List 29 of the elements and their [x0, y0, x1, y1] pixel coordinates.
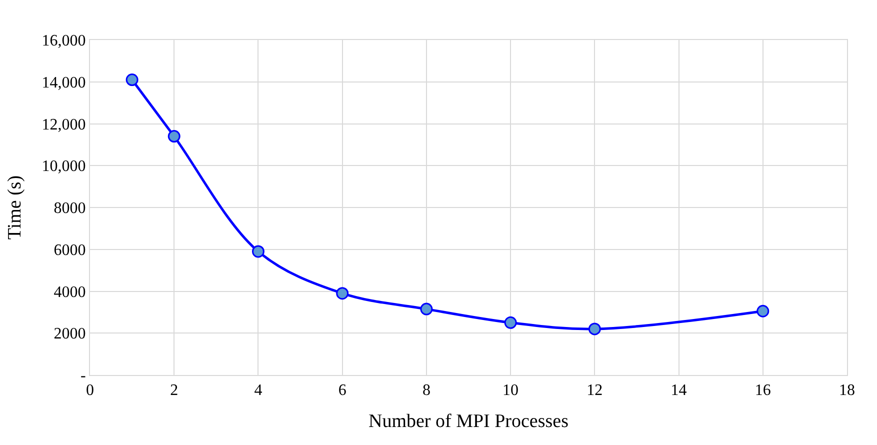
x-tick-label: 10	[502, 382, 519, 400]
point	[588, 322, 601, 336]
y-tick-label: 2000	[54, 326, 86, 343]
y-tick-label: 8000	[54, 200, 86, 218]
x-tick-label: 14	[670, 382, 687, 400]
x-tick-label: 6	[338, 382, 346, 400]
point	[336, 287, 349, 300]
y-axis-title: Time (s)	[4, 175, 26, 240]
x-tick-label: 2	[170, 382, 178, 400]
point	[756, 304, 770, 318]
x-tick-label: 8	[422, 382, 430, 400]
x-axis-title: Number of MPI Processes	[368, 411, 569, 432]
x-tick-label: 4	[254, 382, 262, 400]
x-tick-label: 16	[754, 382, 771, 400]
y-tick-label: 16,000	[42, 32, 86, 50]
y-tick-label: 10,000	[42, 158, 86, 176]
y-tick-label: 4000	[54, 284, 86, 301]
point	[420, 302, 433, 316]
y-tick-label: 14,000	[42, 74, 86, 92]
y-tick-label: 12,000	[42, 116, 86, 134]
point	[126, 74, 138, 86]
y-tick-label: -	[80, 368, 86, 385]
y-tick-label: 6000	[54, 242, 86, 259]
point	[252, 245, 264, 258]
point	[504, 316, 517, 329]
x-tick-label: 0	[86, 382, 94, 400]
x-tick-label: 18	[839, 382, 855, 400]
point	[168, 130, 180, 143]
x-tick-label: 12	[586, 382, 603, 400]
